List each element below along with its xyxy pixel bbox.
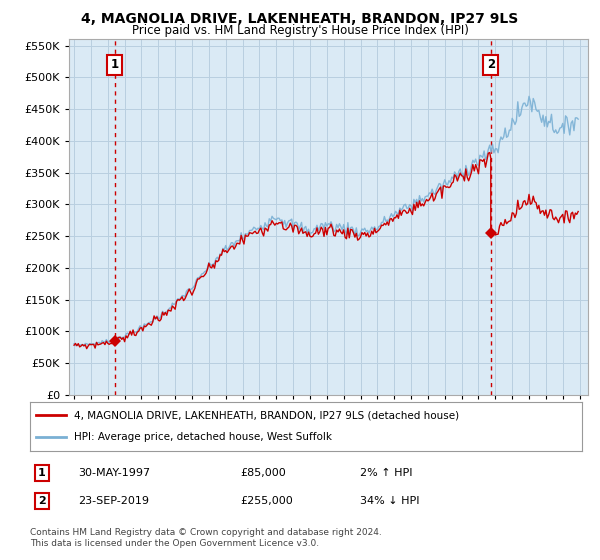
Text: 1: 1 [111, 58, 119, 71]
Text: HPI: Average price, detached house, West Suffolk: HPI: Average price, detached house, West… [74, 432, 332, 442]
Text: 2% ↑ HPI: 2% ↑ HPI [360, 468, 413, 478]
Text: £255,000: £255,000 [240, 496, 293, 506]
Text: 2: 2 [487, 58, 495, 71]
Text: Price paid vs. HM Land Registry's House Price Index (HPI): Price paid vs. HM Land Registry's House … [131, 24, 469, 36]
Text: 2: 2 [38, 496, 46, 506]
Text: 4, MAGNOLIA DRIVE, LAKENHEATH, BRANDON, IP27 9LS (detached house): 4, MAGNOLIA DRIVE, LAKENHEATH, BRANDON, … [74, 410, 459, 421]
Text: Contains HM Land Registry data © Crown copyright and database right 2024.
This d: Contains HM Land Registry data © Crown c… [30, 528, 382, 548]
Text: 30-MAY-1997: 30-MAY-1997 [78, 468, 150, 478]
Text: 1: 1 [38, 468, 46, 478]
Text: £85,000: £85,000 [240, 468, 286, 478]
Text: 34% ↓ HPI: 34% ↓ HPI [360, 496, 419, 506]
Text: 23-SEP-2019: 23-SEP-2019 [78, 496, 149, 506]
Text: 4, MAGNOLIA DRIVE, LAKENHEATH, BRANDON, IP27 9LS: 4, MAGNOLIA DRIVE, LAKENHEATH, BRANDON, … [82, 12, 518, 26]
